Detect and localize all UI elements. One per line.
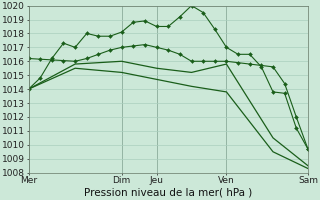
X-axis label: Pression niveau de la mer( hPa ): Pression niveau de la mer( hPa ) (84, 188, 252, 198)
